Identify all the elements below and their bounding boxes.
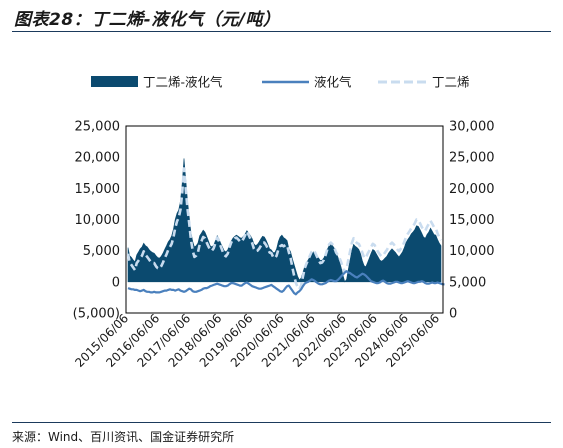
legend-label-butadiene: 丁二烯 <box>432 75 470 90</box>
title-divider <box>12 31 551 32</box>
chart-title: 图表28：丁二烯-液化气（元/吨） <box>14 10 281 30</box>
y-left-tick-label: 15,000 <box>75 182 121 197</box>
y-left-tick-label: (5,000) <box>73 307 120 322</box>
y-left-tick-label: 10,000 <box>75 213 121 228</box>
source-note: 来源：Wind、百川资讯、国金证券研究所 <box>12 430 235 444</box>
y-left-tick-label: 20,000 <box>75 151 121 166</box>
y-left-tick-label: 0 <box>112 275 120 290</box>
series-line-butadiene <box>126 167 443 291</box>
y-right-tick-label: 10,000 <box>449 244 495 259</box>
y-right-tick-label: 0 <box>449 307 457 322</box>
plot-area <box>126 158 445 296</box>
y-right-tick-label: 25,000 <box>449 151 495 166</box>
legend: 丁二烯-液化气 液化气 丁二烯 <box>91 75 470 90</box>
y-right-tick-label: 5,000 <box>449 275 486 290</box>
series-area-butadiene-lpg-spread <box>127 158 442 283</box>
legend-label-lpg: 液化气 <box>314 75 352 90</box>
footer-divider <box>12 422 551 423</box>
y-left-tick-label: 5,000 <box>83 244 120 259</box>
plot-frame <box>125 125 444 314</box>
y-right-tick-label: 20,000 <box>449 182 495 197</box>
legend-swatch-area <box>91 76 138 87</box>
y-left-tick-label: 25,000 <box>75 120 121 135</box>
legend-label-spread: 丁二烯-液化气 <box>143 75 223 90</box>
series-line-lpg <box>127 270 445 296</box>
y-right-tick-label: 30,000 <box>449 120 495 135</box>
y-right-tick-label: 15,000 <box>449 213 495 228</box>
